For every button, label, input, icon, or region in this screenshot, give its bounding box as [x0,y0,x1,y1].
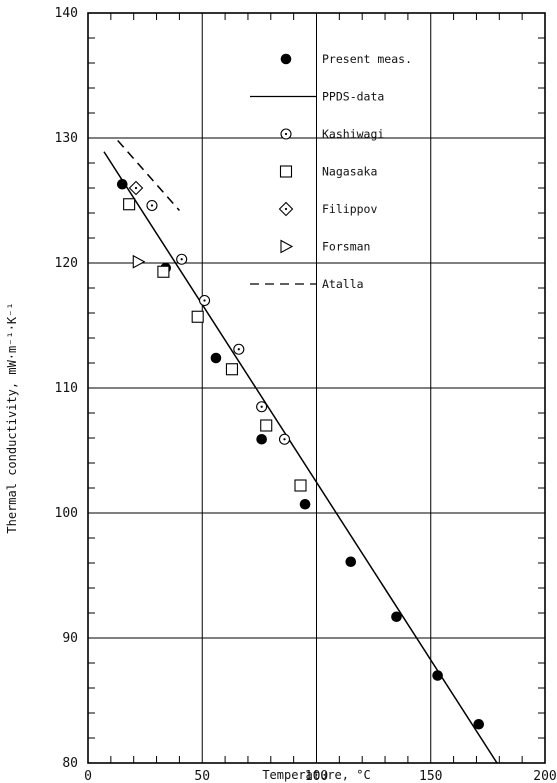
plot-frame [87,12,546,764]
series-kashiwagi-point [278,433,291,445]
series-nagasaka-point [191,310,204,323]
x-tick-label: 200 [533,769,556,783]
x-tick-label: 0 [84,769,92,783]
series-nagasaka-point [294,479,307,492]
legend-item-forsman: Forsman [280,239,370,254]
plot-series [103,140,498,764]
axis-labels: Temperature, °C Thermal conductivity, mW… [5,302,371,782]
series-present-meas-point [391,611,402,623]
series-present-meas-point [432,670,443,681]
series-forsman [132,254,146,269]
legend-label: Forsman [322,240,370,254]
legend-item-filippov: Filippov [278,201,377,217]
series-filippov [128,180,144,196]
series-atalla [117,140,180,211]
y-tick-label: 130 [55,131,78,146]
y-tick-label: 120 [55,256,78,271]
legend-marker [279,165,293,178]
x-tick-label: 50 [194,769,210,783]
axis-ticks: 0 50 100 150 200 80 90 100 110 120 130 140 [55,6,557,783]
legend-item-kashiwagi: Kashiwagi [280,127,384,141]
y-tick-label: 80 [62,756,78,771]
y-axis-label: Thermal conductivity, mW·m⁻¹·K⁻¹ [5,302,19,533]
series-present-meas-point [256,433,267,445]
x-tick-label: 100 [305,769,328,783]
series-nagasaka-point [225,363,239,376]
series-present-meas-point [210,352,222,364]
series-ppds-data [103,151,498,764]
series-present-meas [116,178,485,730]
series-nagasaka-point [123,198,136,211]
series-atalla-line [117,140,180,211]
legend: Present meas. PPDS-data Kashiwagi Nagasaka F… [250,52,412,291]
legend-item-present-meas: Present meas. [280,52,412,66]
series-kashiwagi-point [256,401,268,413]
series-kashiwagi-point [198,294,211,307]
series-kashiwagi-point [146,199,158,212]
series-forsman-point [132,254,146,269]
y-tick-label: 110 [55,381,78,396]
series-present-meas-point [299,498,311,510]
series-present-meas-point [345,556,357,568]
legend-marker [280,53,292,65]
series-nagasaka [123,198,307,492]
legend-marker [280,239,294,254]
y-tick-label: 140 [55,6,78,21]
legend-label: PPDS-data [322,90,384,104]
legend-item-nagasaka: Nagasaka [279,165,377,179]
series-kashiwagi [146,199,291,445]
x-axis-label: Temperature, °C [262,768,370,782]
x-tick-label: 150 [419,769,442,783]
legend-label: Nagasaka [322,165,377,179]
y-tick-label: 100 [55,506,78,521]
legend-marker [280,128,292,140]
series-ppds-data-line [103,151,498,764]
legend-marker [278,201,294,217]
legend-label: Present meas. [322,52,412,66]
legend-label: Kashiwagi [322,127,384,141]
series-present-meas-point [116,178,128,190]
grid-lines [88,13,545,763]
y-tick-label: 90 [62,631,78,646]
series-present-meas-point [473,718,485,730]
series-kashiwagi-point [233,343,245,355]
legend-item-ppds-data: PPDS-data [250,90,384,104]
legend-label: Filippov [322,202,377,216]
series-filippov-point [128,180,144,196]
series-nagasaka-point [157,265,170,278]
legend-label: Atalla [322,277,364,291]
series-nagasaka-point [260,419,273,432]
legend-item-atalla: Atalla [250,277,364,291]
series-kashiwagi-point [176,253,188,265]
